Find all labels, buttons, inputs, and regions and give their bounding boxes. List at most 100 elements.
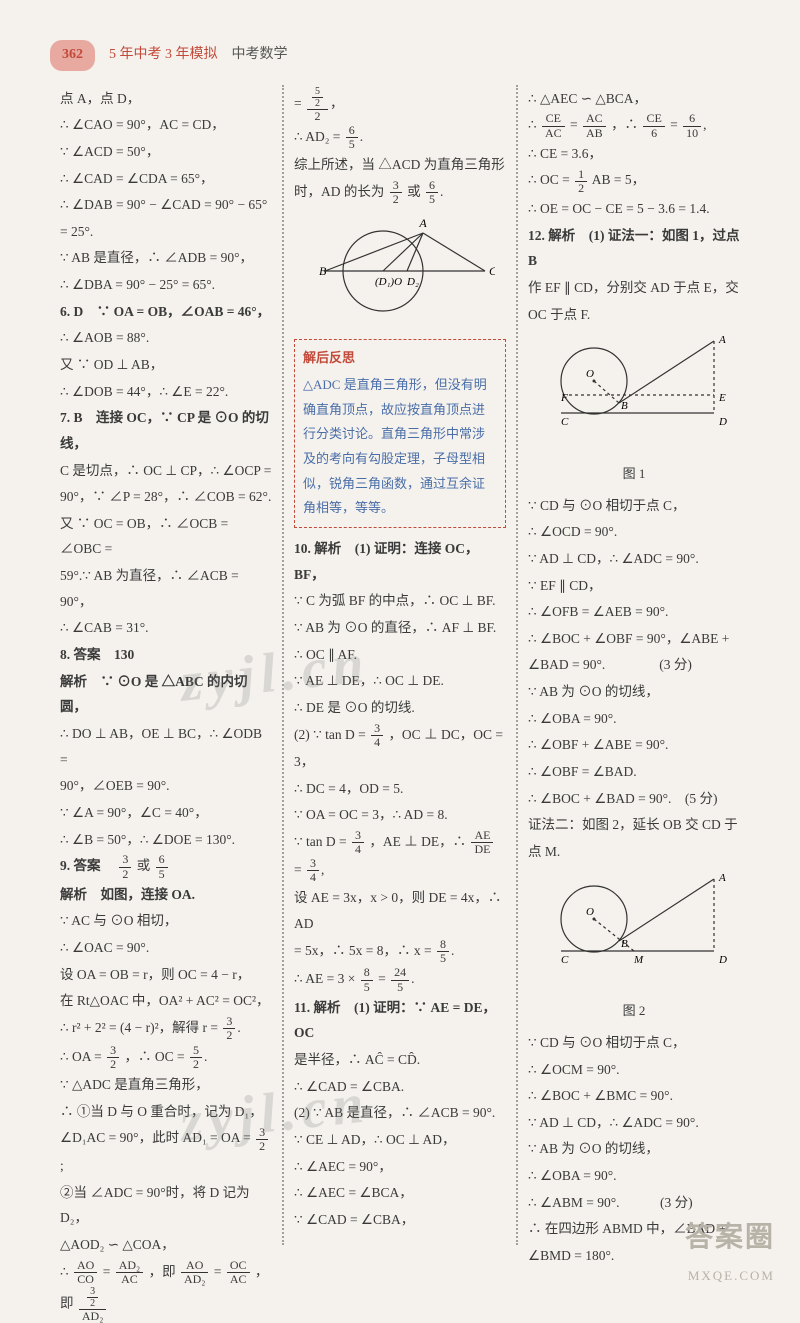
text-line: ∵ ∠ACD = 50°， [60, 139, 272, 165]
text-line: ∴ DE 是 ⊙O 的切线. [294, 695, 506, 721]
text-line: ∴ OA = 32 ，∴ OC = 52. [60, 1044, 272, 1072]
reflection-box: 解后反思 △ADC 是直角三角形，但没有明确直角顶点，故应按直角顶点进行分类讨论… [294, 339, 506, 528]
text-line: 在 Rt△OAC 中，OA² + AC² = OC²， [60, 988, 272, 1014]
svg-text:A: A [718, 872, 726, 884]
text-line: ∴ ∠AEC = ∠BCA， [294, 1180, 506, 1206]
text-line: 90°，∠OEB = 90°. [60, 773, 272, 799]
question-7: 7. B 连接 OC，∵ CP 是 ⊙O 的切线， [60, 405, 272, 456]
text-line: 点 M. [528, 839, 740, 865]
text-line: = 25°. [60, 219, 272, 245]
text-line: ∴ CE = 3.6， [528, 141, 740, 167]
svg-text:C: C [561, 954, 569, 966]
figure-2: O B C M D A 图 2 [528, 871, 740, 1024]
svg-text:B: B [621, 400, 628, 412]
text-line: ∴ ∠CAD = ∠CBA. [294, 1074, 506, 1100]
text-line: 解析 如图，连接 OA. [60, 882, 272, 908]
text-line: ∴ ∠CAB = 31°. [60, 615, 272, 641]
text-line: ∴ ∠CAD = ∠CDA = 65°， [60, 166, 272, 192]
figure-1: O B F C E D A 图 1 [528, 333, 740, 486]
figure-2-caption: 图 2 [528, 999, 740, 1024]
text-line: ∵ AB 是直径，∴ ∠ADB = 90°， [60, 245, 272, 271]
text-line: ∵ CD 与 ⊙O 相切于点 C， [528, 1030, 740, 1056]
text-line: ∴ △AEC ∽ △BCA， [528, 86, 740, 112]
text-line: ∵ OA = OC = 3，∴ AD = 8. [294, 802, 506, 828]
text-line: ∴ AD₂ = 65. [294, 124, 506, 152]
svg-text:D: D [718, 416, 727, 428]
svg-text:D: D [718, 954, 727, 966]
text-line: 时，AD 的长为 32 或 65. [294, 179, 506, 207]
question-6: 6. D ∵ OA = OB，∠OAB = 46°， [60, 299, 272, 325]
text-line: ∴ ∠BOC + ∠OBF = 90°，∠ABE + [528, 626, 740, 652]
text-line: ∴ ∠CAO = 90°，AC = CD， [60, 112, 272, 138]
brand-watermark: 答案圈 MXQE.COM [685, 1211, 775, 1289]
text-line: ②当 ∠ADC = 90°时，将 D 记为 D₂， [60, 1180, 272, 1231]
text-line: ∵ ∠CAD = ∠CBA， [294, 1207, 506, 1233]
svg-text:A: A [418, 216, 427, 230]
question-12: 12. 解析 (1) 证法一：如图 1，过点 B [528, 223, 740, 274]
text-line: ∵ AC 与 ⊙O 相切， [60, 908, 272, 934]
text-line: 59°.∵ AB 为直径，∴ ∠ACB = 90°， [60, 563, 272, 614]
text-line: 证法二：如图 2，延长 OB 交 CD 于 [528, 812, 740, 838]
text-line: ∵ AD ⊥ CD，∴ ∠ADC = 90°. [528, 546, 740, 572]
text-line: ∵ AB 为 ⊙O 的切线， [528, 679, 740, 705]
text-line: ∠BAD = 90°. (3 分) [528, 652, 740, 678]
text-line: OC 于点 F. [528, 302, 740, 328]
svg-text:A: A [718, 334, 726, 346]
text-line: 又 ∵ OC = OB，∴ ∠OCB = ∠OBC = [60, 511, 272, 562]
text-line: ∴ ∠B = 50°，∴ ∠DOE = 130°. [60, 827, 272, 853]
reflection-body: △ADC 是直角三角形，但没有明确直角顶点，故应按直角顶点进行分类讨论。直角三角… [303, 373, 497, 521]
text-line: 又 ∵ OD ⊥ AB， [60, 352, 272, 378]
text-line: 作 EF ∥ CD，分别交 AD 于点 E，交 [528, 275, 740, 301]
svg-text:C: C [489, 264, 495, 278]
text-line: ∴ ∠OBF = ∠BAD. [528, 759, 740, 785]
text-line: (2) ∵ AB 是直径，∴ ∠ACB = 90°. [294, 1100, 506, 1126]
page-header: 362 5 年中考 3 年模拟 中考数学 [50, 40, 750, 71]
page-number-badge: 362 [50, 40, 95, 71]
text-line: (2) ∵ tan D = 34 ，OC ⊥ DC，OC = 3， [294, 722, 506, 775]
svg-text:(D₁)O: (D₁)O [375, 276, 402, 288]
question-10: 10. 解析 (1) 证明：连接 OC，BF， [294, 536, 506, 587]
svg-text:O: O [586, 368, 594, 380]
text-line: △AOD₂ ∽ △COA， [60, 1232, 272, 1258]
svg-text:F: F [560, 392, 568, 404]
question-11: 11. 解析 (1) 证明：∵ AE = DE，OC [294, 995, 506, 1046]
text-line: 90°，∵ ∠P = 28°，∴ ∠COB = 62°. [60, 484, 272, 510]
book-title: 5 年中考 3 年模拟 [109, 42, 218, 69]
text-line: ∵ AE ⊥ DE，∴ OC ⊥ DE. [294, 668, 506, 694]
subject: 中考数学 [232, 42, 288, 69]
brand-cn: 答案圈 [685, 1211, 775, 1264]
text-line: ∴ DC = 4，OD = 5. [294, 776, 506, 802]
text-line: 设 AE = 3x，x > 0，则 DE = 4x，∴ AD [294, 885, 506, 936]
text-line: ∴ ∠OCD = 90°. [528, 519, 740, 545]
content-columns: 点 A，点 D， ∴ ∠CAO = 90°，AC = CD， ∵ ∠ACD = … [50, 85, 750, 1245]
text-line: ∴ ∠OAC = 90°. [60, 935, 272, 961]
text-line: ∵ AB 为 ⊙O 的切线， [528, 1136, 740, 1162]
text-line: ∴ ∠BOC + ∠BMC = 90°. [528, 1083, 740, 1109]
svg-text:D₂: D₂ [406, 276, 419, 288]
text-line: ∵ C 为弧 BF 的中点，∴ OC ⊥ BF. [294, 588, 506, 614]
svg-text:O: O [586, 906, 594, 918]
text-line: ∴ AE = 3 × 85 = 245. [294, 966, 506, 994]
text-line: ∴ OC ∥ AF. [294, 642, 506, 668]
figure-1-caption: 图 1 [528, 462, 740, 487]
text-line: ∴ ∠DBA = 90° − 25° = 65°. [60, 272, 272, 298]
text-line: ∴ ∠OBF + ∠ABE = 90°. [528, 732, 740, 758]
text-line: = 52 2 ， [294, 86, 506, 123]
text-line: ∴ ∠OBA = 90°. [528, 706, 740, 732]
svg-text:E: E [718, 392, 726, 404]
question-8-explain: 解析 ∵ ⊙O 是 △ABC 的内切圆， [60, 669, 272, 720]
brand-en: MXQE.COM [685, 1264, 775, 1289]
text-line: ∴ OC = 12 AB = 5， [528, 167, 740, 195]
text-line: ∴ ∠BOC + ∠BAD = 90°. (5 分) [528, 786, 740, 812]
question-8-answer: 8. 答案 130 [60, 642, 272, 668]
text-line: C 是切点，∴ OC ⊥ CP，∴ ∠OCP = [60, 458, 272, 484]
text-line: 设 OA = OB = r，则 OC = 4 − r， [60, 962, 272, 988]
text-line: ∵ CD 与 ⊙O 相切于点 C， [528, 493, 740, 519]
text-line: ∴ CEAC = ACAB ，∴ CE6 = 610, [528, 112, 740, 140]
text-line: ∴ ∠DAB = 90° − ∠CAD = 90° − 65° [60, 192, 272, 218]
text-line: = 5x，∴ 5x = 8，∴ x = 85. [294, 938, 506, 966]
svg-text:M: M [633, 954, 644, 966]
text-line: ∴ ∠AEC = 90°， [294, 1154, 506, 1180]
text-line: ∴ AOCO = AD₂AC ，即 AOAD₂ = OCAC ，即 32 AD₂ [60, 1259, 272, 1323]
text-line: ∠D₁AC = 90°，此时 AD₁ = OA = 32; [60, 1125, 272, 1178]
